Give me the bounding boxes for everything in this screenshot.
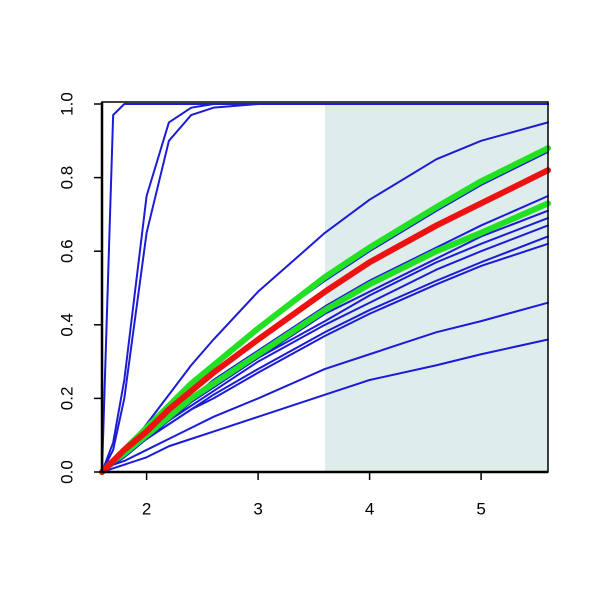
y-tick-label: 0.8 [57, 166, 76, 190]
series-line [99, 167, 551, 475]
y-tick-label: 0.0 [57, 460, 76, 484]
y-tick-label: 0.4 [57, 313, 76, 337]
y-tick-label: 0.6 [57, 239, 76, 263]
x-tick-label: 2 [142, 499, 151, 518]
x-tick-label: 5 [476, 499, 485, 518]
series-line [101, 103, 549, 473]
x-tick-label: 4 [365, 499, 374, 518]
series-line [101, 301, 549, 473]
y-tick-label: 0.2 [57, 387, 76, 411]
series-line [101, 338, 549, 473]
x-tick-label: 3 [253, 499, 262, 518]
series-line [101, 242, 549, 473]
y-tick-label: 1.0 [57, 92, 76, 116]
